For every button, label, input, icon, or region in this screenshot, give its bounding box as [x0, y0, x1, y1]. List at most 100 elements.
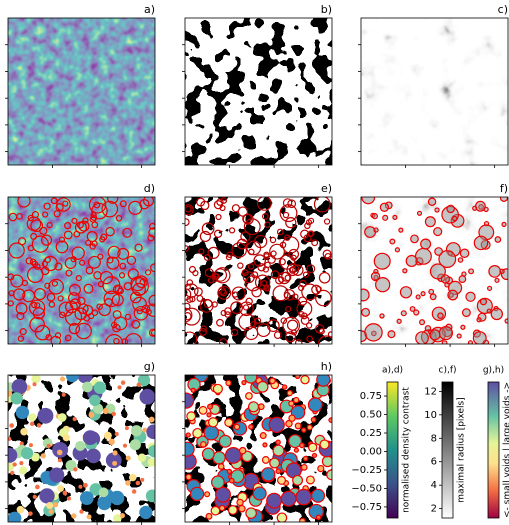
void-circle — [469, 269, 474, 274]
void-circle — [439, 327, 452, 340]
void-circle — [401, 311, 406, 316]
void-circle — [380, 203, 388, 211]
void-region — [132, 489, 136, 493]
void-circle — [213, 384, 222, 393]
void-circle — [429, 289, 434, 294]
void-circle — [489, 266, 501, 278]
void-circle — [179, 393, 194, 408]
colorbar-tick-label: 6 — [431, 457, 437, 468]
void-circle — [228, 506, 237, 515]
void-circle — [505, 319, 509, 323]
colorbar-tick-label: −0.25 — [351, 465, 382, 476]
void-circle — [191, 388, 195, 392]
void-region — [12, 379, 28, 395]
void-circle — [420, 320, 425, 325]
void-region — [37, 423, 42, 428]
colorbar-tick-label: 0.00 — [360, 446, 382, 457]
void-circle — [416, 332, 429, 345]
colorbar — [387, 382, 398, 518]
void-circle — [438, 313, 443, 318]
void-region — [125, 480, 130, 485]
void-region — [137, 383, 141, 387]
void-circle — [277, 513, 286, 522]
void-circle — [219, 435, 231, 447]
void-region — [30, 422, 34, 426]
void-circle — [388, 331, 395, 338]
void-circle — [269, 417, 284, 432]
void-region — [126, 456, 131, 461]
void-circle — [260, 433, 266, 439]
void-region — [130, 439, 141, 450]
void-circle — [390, 239, 395, 244]
void-circle — [476, 201, 486, 211]
void-region — [39, 488, 54, 503]
void-region — [146, 490, 159, 503]
void-circle — [199, 407, 207, 415]
void-region — [53, 502, 58, 507]
void-region — [2, 448, 17, 463]
colorbar-tick-label: 2 — [431, 504, 437, 515]
colorbar-tick-label: 0.75 — [360, 391, 382, 402]
void-circle — [365, 227, 376, 238]
void-circle — [365, 324, 382, 341]
colorbar — [442, 382, 453, 518]
panel — [179, 369, 337, 524]
void-circle — [488, 286, 492, 290]
void-circle — [234, 424, 239, 429]
void-circle — [448, 290, 458, 300]
panel-label: d) — [144, 182, 155, 195]
void-circle — [208, 404, 213, 409]
colorbar-tick-label: −0.75 — [351, 502, 382, 513]
colorbar-title: c),f) — [439, 366, 457, 376]
void-circle — [329, 418, 334, 423]
void-region — [17, 506, 25, 514]
void-circle — [410, 307, 415, 312]
void-circle — [225, 448, 241, 464]
void-circle — [316, 515, 320, 519]
void-circle — [278, 476, 286, 484]
void-circle — [466, 292, 475, 301]
void-circle — [473, 206, 477, 210]
void-region — [28, 413, 36, 421]
colorbar-tick-label: 0.50 — [360, 410, 382, 421]
void-circle — [374, 253, 390, 269]
panel — [361, 18, 508, 165]
void-circle — [311, 417, 316, 422]
void-circle — [246, 508, 256, 518]
colorbar-title: a),d) — [382, 366, 403, 376]
void-circle — [186, 433, 190, 437]
void-region — [31, 374, 40, 383]
void-circle — [193, 429, 202, 438]
void-circle — [428, 198, 435, 205]
void-region — [108, 439, 114, 445]
void-circle — [430, 330, 440, 340]
void-circle — [289, 415, 295, 421]
colorbar-tick-label: −0.50 — [351, 483, 382, 494]
void-circle — [302, 428, 306, 432]
void-region — [140, 478, 144, 482]
void-circle — [216, 487, 231, 502]
void-circle — [293, 475, 303, 485]
void-region — [49, 509, 54, 514]
void-circle — [242, 381, 246, 385]
colorbar-title: g),h) — [483, 366, 504, 376]
void-region — [104, 432, 112, 440]
void-circle — [229, 478, 234, 483]
void-circle — [270, 458, 280, 468]
void-circle — [294, 397, 299, 402]
panel — [8, 193, 160, 351]
panel-image — [361, 18, 508, 165]
void-circle — [249, 425, 253, 429]
void-circle — [480, 299, 486, 305]
void-circle — [495, 237, 501, 243]
void-circle — [460, 249, 468, 257]
void-region — [66, 369, 79, 382]
void-region — [86, 514, 91, 519]
void-circle — [453, 216, 457, 220]
void-circle — [202, 448, 214, 460]
panel-label: e) — [321, 182, 332, 195]
void-circle — [457, 334, 461, 338]
void-region — [138, 454, 146, 462]
panel — [178, 196, 334, 352]
void-circle — [206, 514, 212, 520]
